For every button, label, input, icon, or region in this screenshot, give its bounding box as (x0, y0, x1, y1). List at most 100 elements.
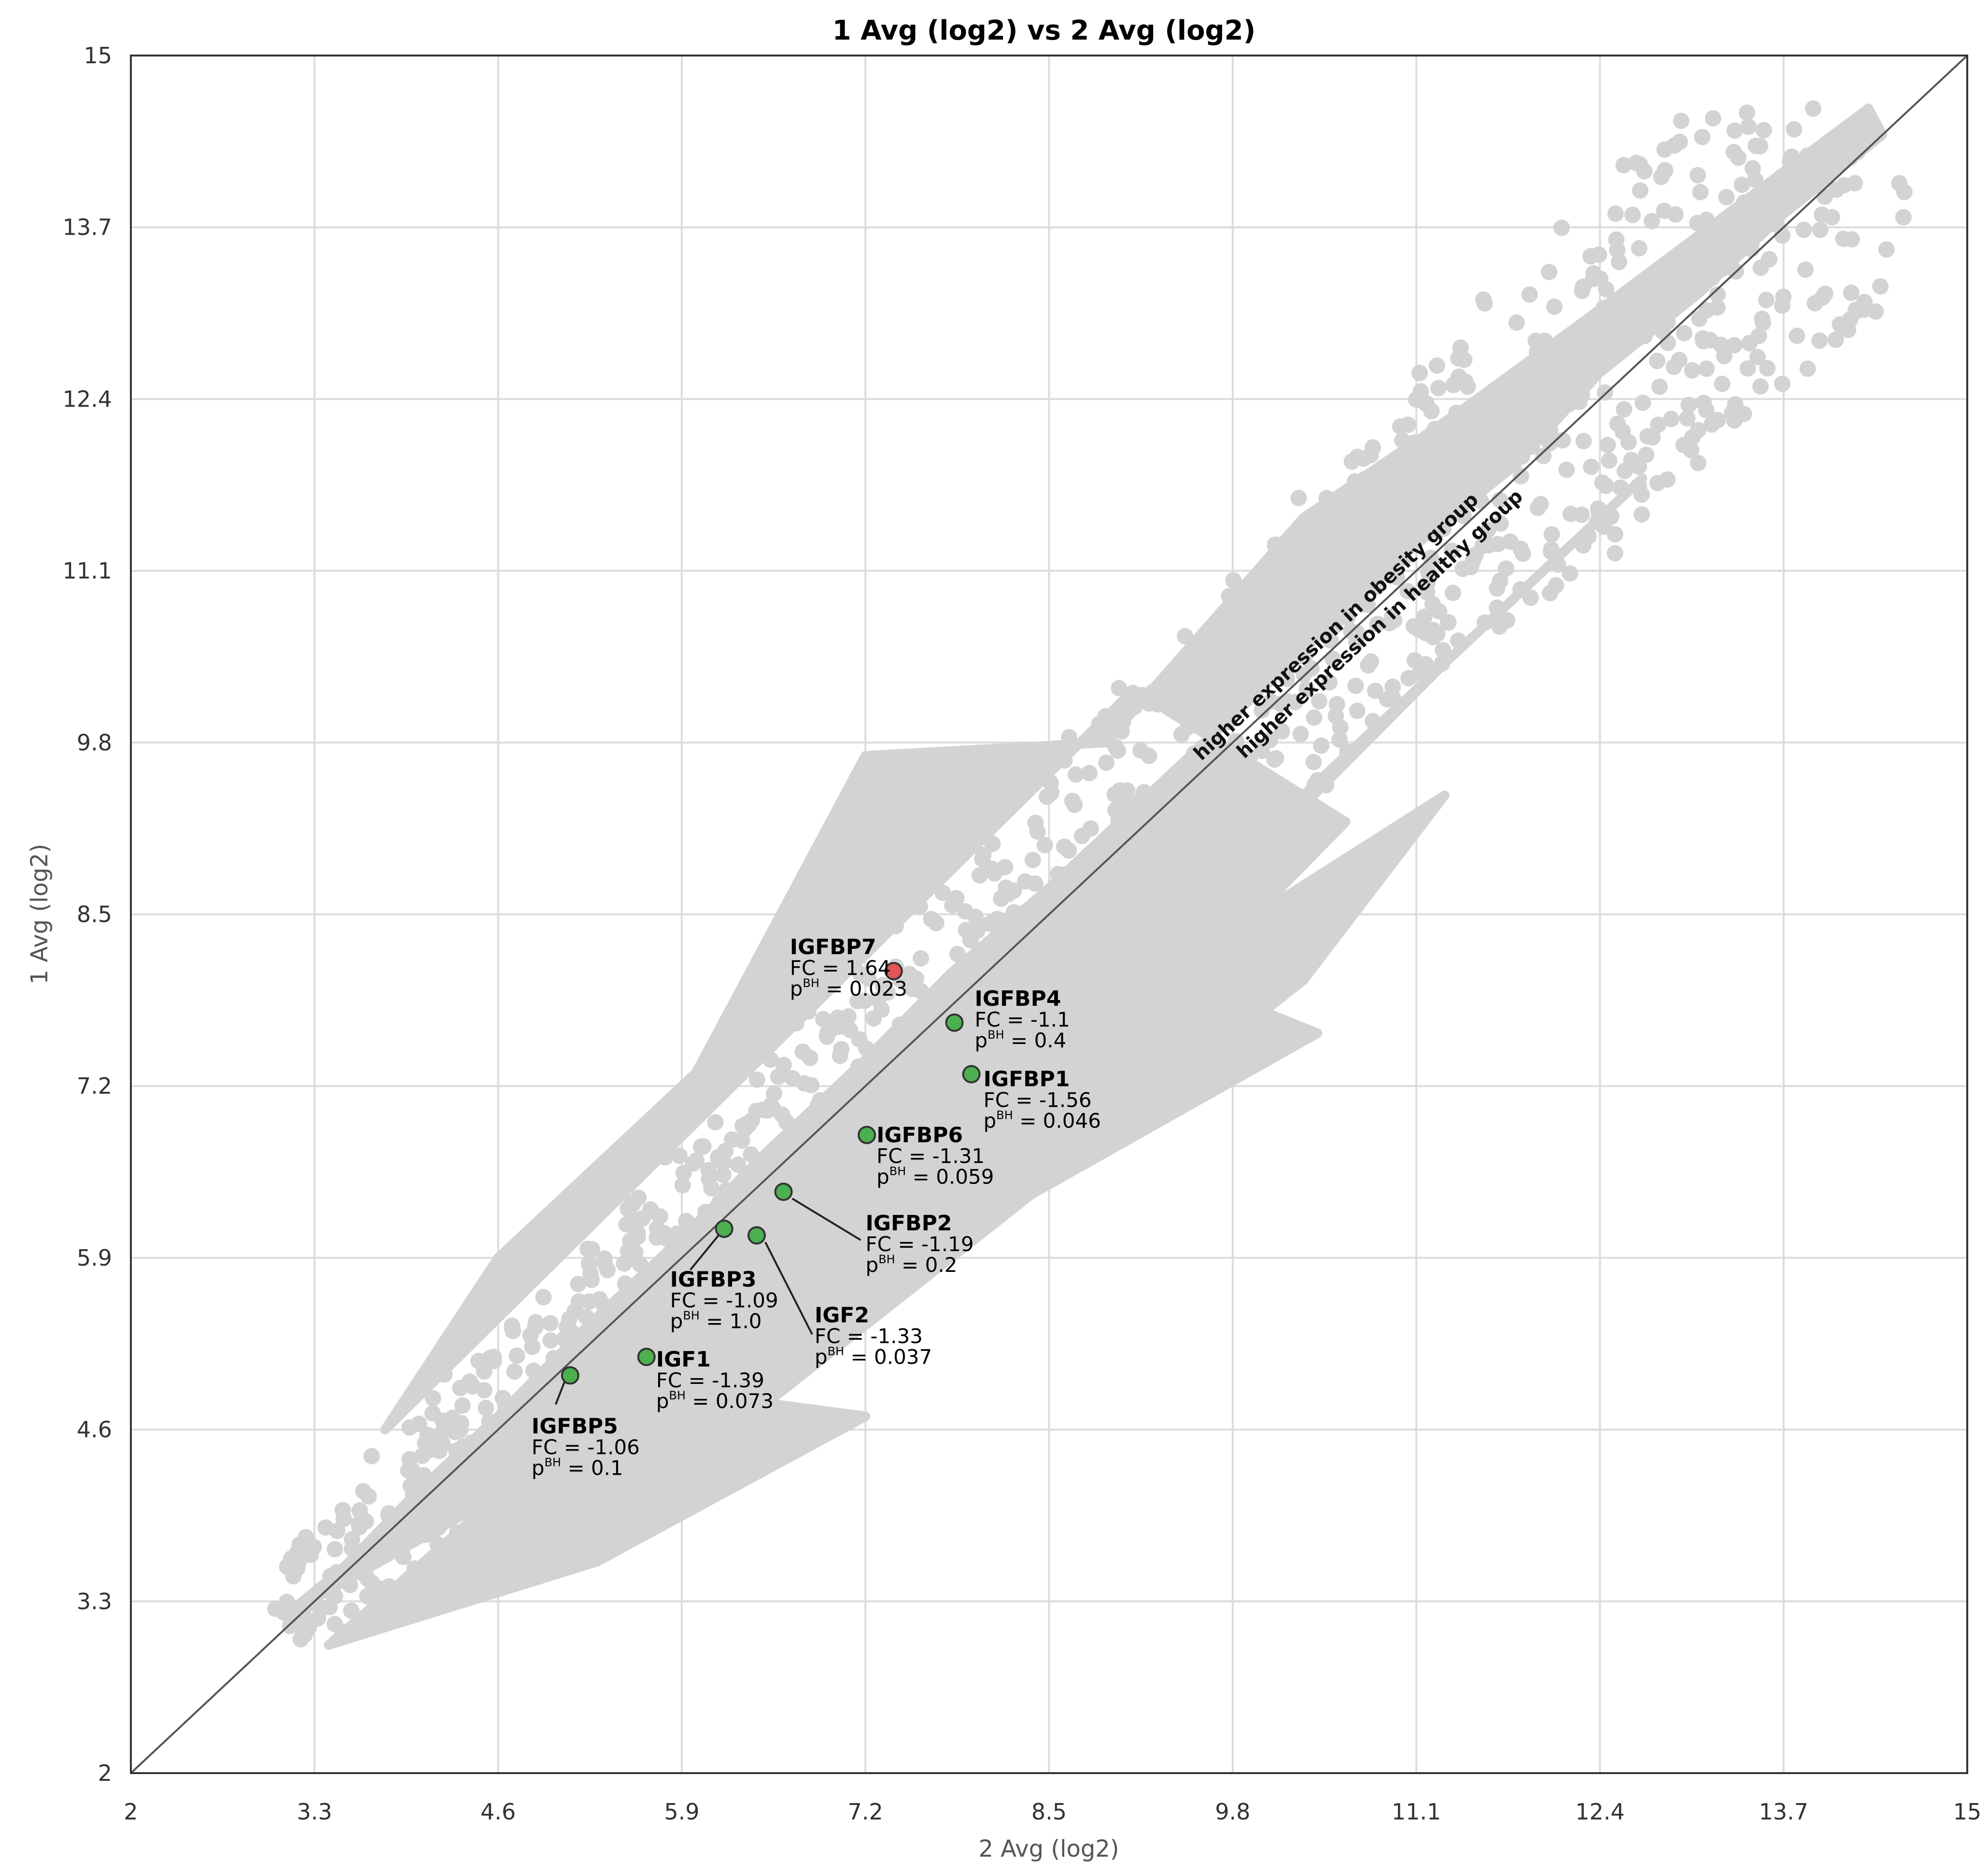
gene-point (1476, 614, 1493, 631)
gene-point (1016, 1039, 1033, 1056)
gene-point (1689, 167, 1706, 183)
gene-point (1297, 800, 1314, 817)
gene-point (509, 1450, 526, 1467)
gene-point (289, 1544, 306, 1561)
gene-point (1169, 801, 1186, 818)
gene-point (1221, 588, 1238, 605)
gene-point (1105, 719, 1122, 736)
gene-point (1535, 448, 1552, 465)
gene-point (321, 1599, 338, 1616)
gene-point (1035, 1033, 1052, 1050)
gene-point (1341, 522, 1358, 539)
gene-point (840, 1008, 857, 1025)
gene-label-igfbp6: IGFBP6 (876, 1123, 963, 1147)
gene-point (748, 1253, 765, 1269)
gene-point (1273, 723, 1290, 740)
gene-point (1071, 943, 1087, 959)
gene-point (1649, 352, 1665, 369)
gene-point (359, 1570, 376, 1587)
gene-point (473, 1496, 490, 1513)
gene-point (770, 1236, 787, 1253)
gene-point (512, 1416, 529, 1433)
gene-point (1077, 894, 1094, 911)
gene-p-prefix: p (984, 1109, 997, 1133)
gene-point (1595, 299, 1612, 316)
gene-point (1680, 396, 1697, 413)
gene-point (1725, 143, 1742, 160)
gene-point (1307, 622, 1324, 639)
gene-point (508, 1435, 524, 1452)
gene-point (771, 1209, 788, 1226)
gene-point (1636, 327, 1653, 344)
gene-point (1009, 1025, 1026, 1042)
gene-point (901, 1109, 918, 1126)
gene-p-sup: BH (683, 1309, 700, 1323)
gene-point (1097, 708, 1114, 725)
gene-point (1364, 439, 1381, 456)
gene-point (697, 1204, 714, 1221)
gene-point (620, 1243, 636, 1260)
gene-point (1266, 647, 1283, 664)
gene-point (1542, 435, 1559, 451)
gene-point (1485, 406, 1502, 423)
gene-point (667, 1311, 684, 1327)
gene-point (745, 1176, 762, 1193)
leader-line-igf2 (764, 1241, 813, 1335)
gene-point (1709, 412, 1726, 429)
gene-point (669, 1225, 686, 1242)
gene-point (649, 1220, 665, 1237)
gene-point (1305, 754, 1322, 771)
gene-point (1472, 492, 1489, 509)
gene-point (1288, 612, 1305, 629)
gene-point (1630, 458, 1647, 475)
gene-point (1492, 388, 1509, 405)
y-axis-ticks: 2 3.3 4.6 5.9 7.2 8.5 9.8 11.1 12.4 13.7 15 (63, 42, 112, 1786)
gene-point (326, 1541, 343, 1558)
gene-point (1665, 358, 1682, 375)
gene-point (1042, 775, 1059, 791)
gene-point (1359, 596, 1376, 613)
gene-point (892, 1086, 909, 1102)
gene-point (1510, 373, 1527, 390)
gene-point (478, 1399, 494, 1416)
gene-point (415, 1467, 432, 1484)
x-tick-label: 12.4 (1575, 1799, 1624, 1825)
x-axis-ticks: 2 3.3 4.6 5.9 7.2 8.5 9.8 11.1 12.4 13.7 15 (124, 1799, 1981, 1825)
gene-point (1238, 582, 1255, 599)
gene-point (1582, 248, 1599, 265)
gene-point (1671, 133, 1688, 150)
gene-point (1177, 628, 1194, 645)
gene-point (570, 1276, 587, 1293)
gene-point (1188, 665, 1205, 682)
gene-point (1492, 515, 1509, 532)
gene-point (1616, 401, 1633, 418)
gene-p-igfbp2: pBH = 0.2 (866, 1253, 958, 1277)
gene-point (1497, 560, 1514, 577)
gene-point (762, 1051, 779, 1068)
gene-p-sup: BH (987, 1028, 1004, 1042)
gene-point (531, 1398, 548, 1415)
gene-point (626, 1212, 643, 1228)
gene-point (1410, 621, 1427, 638)
gene-point (908, 1128, 925, 1145)
gene-point (1207, 704, 1224, 721)
gene-point (527, 1314, 544, 1331)
gene-point (958, 832, 974, 848)
gene-point (1752, 259, 1769, 276)
gene-point (842, 1022, 859, 1039)
gene-point (1005, 904, 1022, 921)
gene-point (1125, 878, 1142, 895)
gene-point (1795, 221, 1812, 238)
gene-p-sup: BH (878, 1253, 895, 1266)
gene-point (724, 1258, 741, 1275)
gene-point (572, 1409, 589, 1426)
gene-point (1248, 595, 1265, 612)
gene-point (841, 1159, 858, 1176)
gene-point (1583, 344, 1600, 361)
gene-point (695, 1138, 712, 1155)
gene-point (1048, 971, 1065, 987)
gene-p-prefix: p (670, 1310, 683, 1333)
gene-point (993, 1057, 1010, 1073)
gene-point (1368, 578, 1385, 595)
